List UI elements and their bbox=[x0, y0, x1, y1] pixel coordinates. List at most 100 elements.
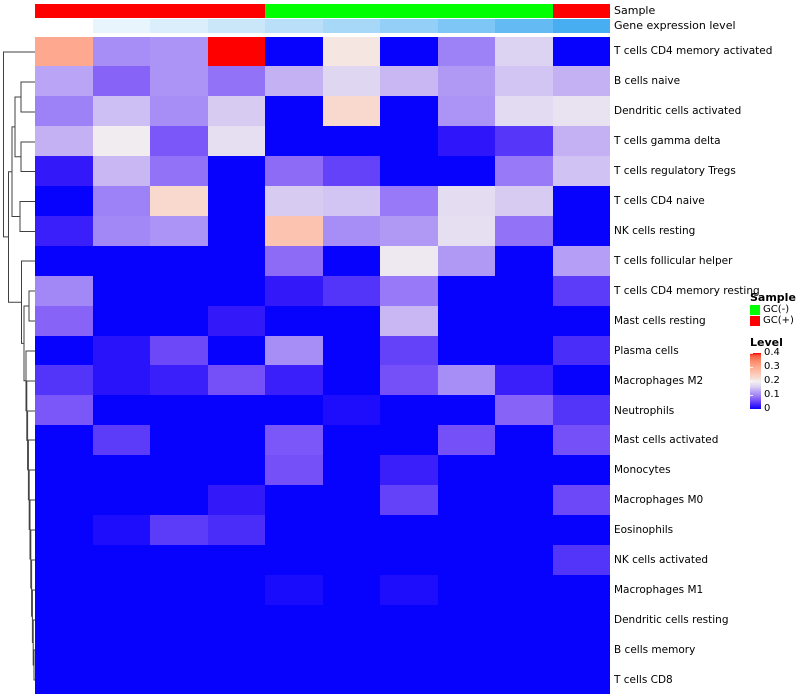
sample-annotation-cell bbox=[35, 4, 93, 18]
heatmap-cell bbox=[207, 66, 265, 97]
row-label: B cells naive bbox=[614, 75, 681, 88]
row-label: Dendritic cells resting bbox=[614, 613, 729, 626]
heatmap-cell bbox=[35, 215, 93, 246]
heatmap-cell bbox=[92, 664, 150, 695]
row-label: NK cells resting bbox=[614, 224, 696, 237]
heatmap-cell bbox=[322, 215, 380, 246]
heatmap-cell bbox=[35, 335, 93, 366]
heatmap-cell bbox=[380, 634, 438, 665]
legend-swatch bbox=[750, 316, 760, 326]
heatmap-cell bbox=[207, 186, 265, 216]
heatmap-cell bbox=[92, 634, 150, 665]
heatmap-cell bbox=[35, 515, 93, 545]
heatmap-cell bbox=[552, 515, 610, 545]
heatmap-cell bbox=[552, 455, 610, 486]
heatmap-cell bbox=[380, 275, 438, 306]
heatmap-cell bbox=[437, 455, 495, 486]
heatmap-cell bbox=[322, 544, 380, 575]
heatmap-cell bbox=[495, 156, 553, 187]
row-label: Macrophages M2 bbox=[614, 374, 704, 387]
heatmap-cell bbox=[150, 574, 208, 605]
heatmap-cell bbox=[495, 96, 553, 127]
heatmap-cell bbox=[322, 634, 380, 665]
heatmap-cell bbox=[92, 365, 150, 396]
heatmap-cell bbox=[380, 335, 438, 366]
heatmap-cell bbox=[207, 36, 265, 67]
heatmap-cell bbox=[150, 455, 208, 486]
heatmap-cell bbox=[495, 395, 553, 426]
heatmap-cell bbox=[495, 634, 553, 665]
legend-swatch bbox=[750, 305, 760, 315]
heatmap-cell bbox=[380, 215, 438, 246]
heatmap-cell bbox=[265, 455, 323, 486]
row-labels: T cells CD4 memory activated B cells naiv… bbox=[614, 37, 794, 695]
heatmap-cell bbox=[207, 215, 265, 246]
heatmap-cell bbox=[380, 36, 438, 67]
heatmap-cell bbox=[552, 275, 610, 306]
gene-expression-annotation-cell bbox=[150, 19, 208, 33]
gene-expression-annotation-cell bbox=[322, 19, 380, 33]
heatmap-cell bbox=[322, 186, 380, 216]
heatmap-cell bbox=[92, 156, 150, 187]
row-dendrogram bbox=[3, 51, 35, 681]
heatmap-cell bbox=[437, 215, 495, 246]
heatmap-cell bbox=[35, 126, 93, 157]
heatmap-cell bbox=[380, 96, 438, 127]
heatmap-cell bbox=[437, 245, 495, 276]
heatmap-cell bbox=[92, 66, 150, 97]
level-tick-mark bbox=[750, 409, 753, 410]
heatmap-cell bbox=[35, 365, 93, 396]
heatmap-cell bbox=[322, 485, 380, 516]
heatmap-cell bbox=[552, 365, 610, 396]
heatmap-cell bbox=[265, 365, 323, 396]
row-label: NK cells activated bbox=[614, 554, 709, 567]
heatmap-cell bbox=[35, 604, 93, 635]
heatmap-cell bbox=[495, 275, 553, 306]
heatmap-cell bbox=[92, 515, 150, 545]
heatmap-cell bbox=[322, 604, 380, 635]
heatmap-cell bbox=[35, 96, 93, 127]
heatmap-cell bbox=[150, 186, 208, 216]
heatmap-cell bbox=[552, 215, 610, 246]
heatmap-cell bbox=[150, 664, 208, 695]
level-colorbar bbox=[750, 353, 761, 409]
row-label: Mast cells activated bbox=[614, 434, 719, 447]
heatmap-cell bbox=[265, 515, 323, 545]
heatmap-cell bbox=[552, 544, 610, 575]
gene-expression-annotation-cell bbox=[552, 19, 610, 33]
heatmap-cell bbox=[35, 156, 93, 187]
heatmap-cell bbox=[437, 634, 495, 665]
heatmap-cell bbox=[35, 36, 93, 67]
heatmap-cell bbox=[35, 395, 93, 426]
heatmap-cell bbox=[322, 455, 380, 486]
heatmap-cell bbox=[495, 485, 553, 516]
legend-sample-item: GC(+) bbox=[750, 316, 800, 326]
gene-expression-annotation-cell bbox=[495, 19, 553, 33]
heatmap-cell bbox=[150, 515, 208, 545]
heatmap-cell bbox=[35, 66, 93, 97]
heatmap-cell bbox=[322, 156, 380, 187]
heatmap-cell bbox=[207, 156, 265, 187]
row-label: T cells regulatory Tregs bbox=[614, 165, 736, 178]
legend-item-label: GC(+) bbox=[763, 315, 794, 326]
heatmap-cell bbox=[150, 335, 208, 366]
heatmap-cell bbox=[92, 395, 150, 426]
heatmap-cell bbox=[437, 515, 495, 545]
heatmap-cell bbox=[380, 604, 438, 635]
heatmap-cell bbox=[207, 395, 265, 426]
heatmap-cell bbox=[437, 425, 495, 456]
annotation-bar-gene-expression bbox=[35, 19, 610, 33]
gene-expression-annotation-cell bbox=[380, 19, 438, 33]
heatmap-cell bbox=[380, 515, 438, 545]
heatmap-cell bbox=[552, 126, 610, 157]
sample-annotation-cell bbox=[552, 4, 610, 18]
heatmap-cell bbox=[495, 245, 553, 276]
heatmap-cell bbox=[265, 126, 323, 157]
sample-annotation-cell bbox=[437, 4, 495, 18]
heatmap-cell bbox=[552, 156, 610, 187]
sample-annotation-cell bbox=[92, 4, 150, 18]
heatmap-cell bbox=[92, 485, 150, 516]
heatmap-cell bbox=[150, 425, 208, 456]
row-label: B cells memory bbox=[614, 643, 696, 656]
row-label: Macrophages M1 bbox=[614, 584, 704, 597]
